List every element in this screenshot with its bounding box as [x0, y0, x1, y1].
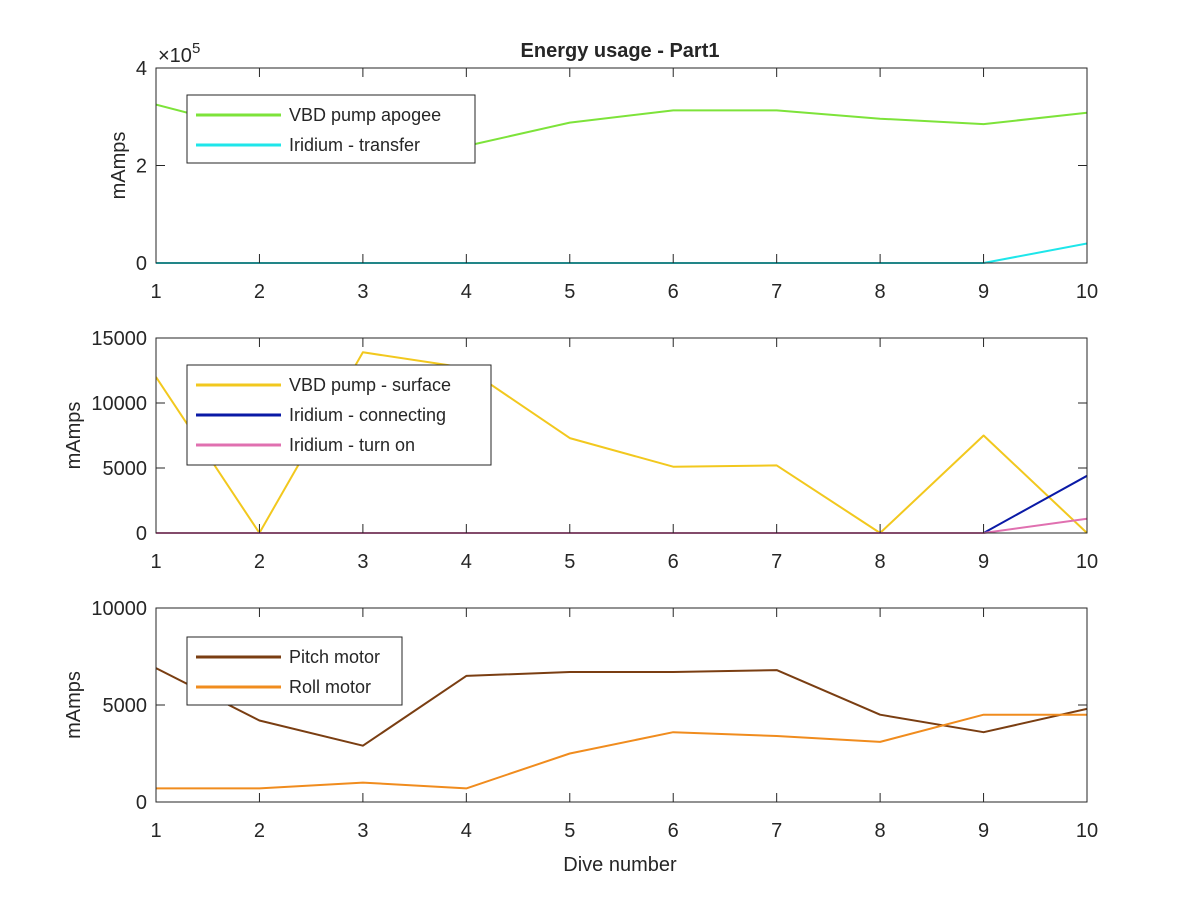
x-tick-label: 2: [254, 281, 265, 303]
legend: VBD pump - surface Iridium - connecting Ir…: [186, 364, 492, 466]
series-line-iridium-connecting: [156, 474, 1087, 534]
axes-frame: [155, 337, 1088, 534]
x-tick-label: 10: [1076, 281, 1098, 303]
legend: Pitch motor Roll motor: [186, 636, 403, 706]
x-tick-label: 1: [150, 820, 161, 842]
legend-label: Pitch motor: [289, 647, 380, 667]
x-tick-label: 8: [875, 281, 886, 303]
legend-label: Iridium - connecting: [289, 405, 446, 425]
x-tick-label: 4: [461, 820, 472, 842]
x-tick-label: 3: [357, 820, 368, 842]
y-tick-label: 0: [136, 523, 147, 545]
y-axis-label: mAmps: [108, 132, 130, 200]
legend-label: VBD pump - surface: [289, 375, 451, 395]
x-tick-label: 4: [461, 281, 472, 303]
y-tick-label: 15000: [91, 328, 147, 350]
y-exponent-label: ×105: [158, 40, 200, 67]
x-axis-label: Dive number: [563, 854, 677, 876]
subplot-2: 1 2 3 4 5 6 7 8 9 10 0 5000 10000 15000 mAmps VBD pump …: [63, 328, 1098, 573]
x-tick-label: 1: [150, 551, 161, 573]
subplot-1: 1 2 3 4 5 6 7 8 9 10 0 2 4 ×105 mAmps VBD pump apogee Ir…: [108, 40, 1098, 303]
x-tick-label: 3: [357, 281, 368, 303]
x-tick-label: 9: [978, 281, 989, 303]
x-tick-label: 9: [978, 551, 989, 573]
figure-title: Energy usage - Part1: [521, 40, 720, 62]
series-line-iridium-turn-on: [156, 517, 1087, 534]
legend-box: [186, 94, 476, 164]
x-tick-label: 4: [461, 551, 472, 573]
x-tick-label: 10: [1076, 551, 1098, 573]
legend-label: Roll motor: [289, 677, 371, 697]
legend-label: VBD pump apogee: [289, 105, 441, 125]
y-axis-label: mAmps: [63, 671, 85, 739]
x-tick-label: 8: [875, 820, 886, 842]
legend-label: Iridium - transfer: [289, 135, 420, 155]
x-tick-label: 5: [564, 551, 575, 573]
y-tick-label: 10000: [91, 393, 147, 415]
x-tick-label: 5: [564, 281, 575, 303]
y-axis-label: mAmps: [63, 402, 85, 470]
x-tick-label: 9: [978, 820, 989, 842]
series-line-iridium-transfer: [156, 242, 1087, 264]
x-tick-label: 7: [771, 281, 782, 303]
y-tick-label: 5000: [103, 695, 148, 717]
subplot-3: 1 2 3 4 5 6 7 8 9 10 0 5000 10000 mAmps Pitch motor Rol…: [63, 598, 1098, 842]
x-tick-label: 6: [668, 820, 679, 842]
y-tick-label: 5000: [103, 458, 148, 480]
x-tick-label: 8: [875, 551, 886, 573]
x-tick-label: 6: [668, 281, 679, 303]
series-line-roll-motor: [156, 713, 1087, 790]
x-tick-label: 3: [357, 551, 368, 573]
x-tick-label: 1: [150, 281, 161, 303]
x-tick-label: 7: [771, 551, 782, 573]
x-tick-label: 5: [564, 820, 575, 842]
y-tick-label: 10000: [91, 598, 147, 620]
legend-box: [186, 636, 403, 706]
y-tick-label: 0: [136, 792, 147, 814]
x-tick-label: 2: [254, 820, 265, 842]
series-lines: [156, 667, 1087, 790]
legend-label: Iridium - turn on: [289, 435, 415, 455]
x-tick-label: 6: [668, 551, 679, 573]
x-tick-label: 2: [254, 551, 265, 573]
y-tick-label: 0: [136, 253, 147, 275]
y-tick-label: 2: [136, 156, 147, 178]
x-tick-label: 7: [771, 820, 782, 842]
x-tick-label: 10: [1076, 820, 1098, 842]
series-line-pitch-motor: [156, 667, 1087, 747]
y-tick-label: 4: [136, 58, 147, 80]
legend: VBD pump apogee Iridium - transfer: [186, 94, 476, 164]
